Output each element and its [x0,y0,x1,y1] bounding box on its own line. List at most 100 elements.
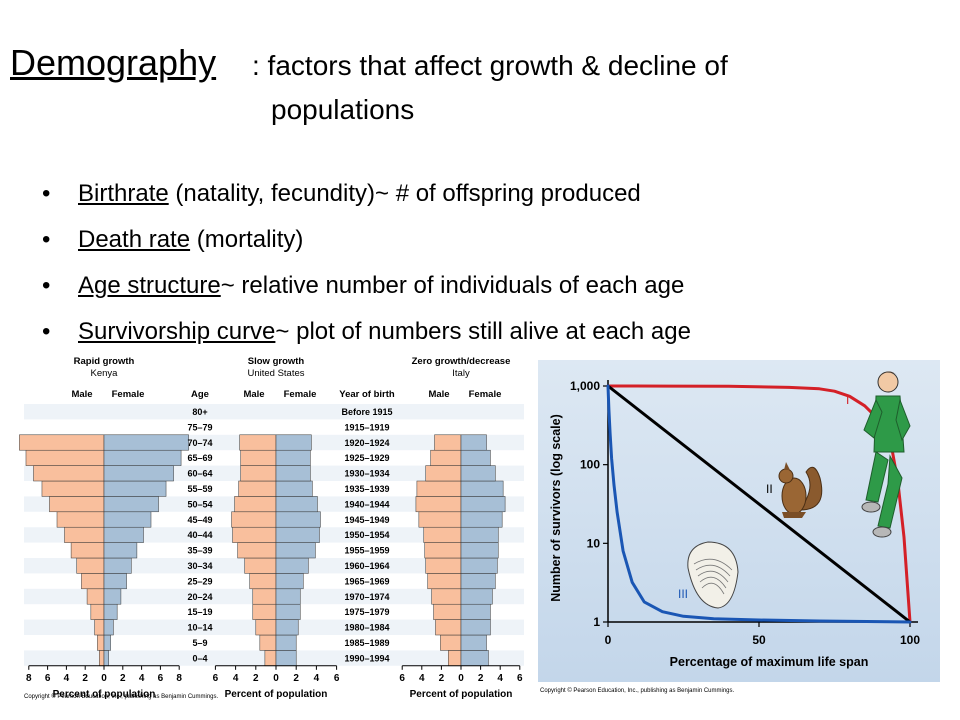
pyramid-bar-female [275,480,313,497]
pyramid-tick-label: 0 [458,673,464,684]
bullet-list: • Birthrate (natality, fecundity)~ # of o… [42,174,691,358]
birth-year-label: 1940–1944 [344,499,389,509]
pyramid-bar-male [448,650,462,667]
pyramid-bar-male [427,573,462,590]
pyramid-bar-female [275,511,321,528]
pyramid-bar-female [460,434,487,451]
pyramid-tick-label: 2 [120,673,126,684]
pyramid-tick-label: 4 [314,673,320,684]
pyramid-bar-female [460,496,506,513]
birth-year-label: 1970–1974 [344,592,389,602]
pyramid-copyright: Copyright © Pearson Education, Inc., pub… [24,693,219,700]
pyramid-bar-male [99,650,105,667]
pyramid-bar-male [255,619,277,636]
pyramid-bar-female [460,542,499,559]
survivorship-curve-iii [606,384,912,624]
pyramid-title: Zero growth/decrease [412,356,511,367]
pyramid-bar-male [249,573,277,590]
slide-title: Demography [10,42,217,83]
survivorship-y-tick-label: 10 [587,536,601,550]
pyramid-bar-female [103,542,138,559]
pyramid-bar-female [103,619,114,636]
pyramid-bar-male [431,588,462,605]
pyramid-bar-male [238,480,277,497]
pyramid-bar-female [460,449,491,466]
survivorship-curve-label: II [766,482,773,496]
pyramid-tick-label: 8 [26,673,32,684]
pyramid-tick-label: 2 [478,673,484,684]
pyramid-bar-male [231,511,277,528]
age-group-label: 55–59 [187,484,212,494]
pyramid-tick-label: 2 [293,673,299,684]
pyramid-x-label: Percent of population [53,689,156,700]
pyramid-bar-male [237,542,277,559]
pyramid-bar-male [430,449,462,466]
pyramid-female-header: Female [284,389,317,400]
pyramid-tick-label: 2 [82,673,88,684]
pyramid-bar-female [460,619,491,636]
pyramid-bar-male [418,511,462,528]
bullet-dot: • [42,272,51,299]
pyramid-bar-female [275,588,301,605]
pyramid-bar-male [56,511,105,528]
survivorship-y-tick-label: 1 [593,615,600,629]
pyramid-country: United States [247,368,304,379]
birth-year-label: 1920–1924 [344,438,389,448]
pyramid-bar-female [275,557,309,574]
bullet-survivorship-curve: • Survivorship curve~ plot of numbers sti… [42,312,691,358]
pyramid-bar-female [275,573,304,590]
pyramid-female-header: Female [112,389,145,400]
birth-year-label: 1915–1919 [344,422,389,432]
pyramid-tick-label: 6 [45,673,51,684]
age-group-label: 75–79 [187,422,212,432]
bullet-death-rate: • Death rate (mortality) [42,220,691,266]
pyramid-tick-label: 6 [399,673,405,684]
age-group-label: 15–19 [187,607,212,617]
pyramid-bar-female [460,588,493,605]
pyramid-bar-male [41,480,105,497]
age-group-label: 0–4 [192,653,207,663]
squirrel-illustration [778,462,823,518]
bullet-dot: • [42,180,51,207]
pyramid-bar-female [275,603,301,620]
pyramid-bar-male [244,557,277,574]
birth-year-label: Before 1915 [341,407,392,417]
pyramid-bar-female [103,573,127,590]
pyramid-bar-male [33,465,105,482]
pyramid-male-header: Male [71,389,92,400]
bullet-text: ~ plot of numbers still alive at each ag… [275,318,691,345]
pyramid-bar-male [416,480,462,497]
pyramid-male-header: Male [428,389,449,400]
survivorship-x-tick-label: 50 [752,633,766,647]
survivorship-x-tick-label: 100 [900,633,920,647]
survivorship-curve-label: III [678,587,688,601]
age-group-label: 70–74 [187,438,212,448]
survivorship-x-tick-label: 0 [605,633,612,647]
pyramid-bar-female [460,480,504,497]
survivorship-y-label: Number of survivors (log scale) [549,414,563,602]
pyramid-bar-male [25,449,105,466]
pyramid-tick-label: 4 [497,673,503,684]
pyramid-tick-label: 4 [139,673,145,684]
pyramid-bar-female [103,480,167,497]
age-group-label: 30–34 [187,561,212,571]
pyramid-bar-male [259,634,277,651]
birth-year-label: 1930–1934 [344,469,389,479]
pyramid-bar-female [460,603,491,620]
bullet-term: Birthrate [78,180,169,207]
birth-year-label: 1975–1979 [344,607,389,617]
bullet-text: (natality, fecundity)~ # of offspring pr… [168,180,641,207]
pyramid-bar-female [460,573,496,590]
pyramid-bar-female [460,511,503,528]
age-group-label: 20–24 [187,592,212,602]
age-group-label: 80+ [192,407,207,417]
pyramid-bar-female [275,619,299,636]
pyramid-bar-female [103,449,182,466]
pyramid-country: Italy [452,368,470,379]
bullet-text: ~ relative number of individuals of each… [220,272,685,299]
pyramid-tick-label: 6 [334,673,340,684]
pyramid-bar-male [86,588,105,605]
birth-year-label: 1935–1939 [344,484,389,494]
pyramid-tick-label: 6 [158,673,164,684]
pyramid-bar-female [275,434,312,451]
